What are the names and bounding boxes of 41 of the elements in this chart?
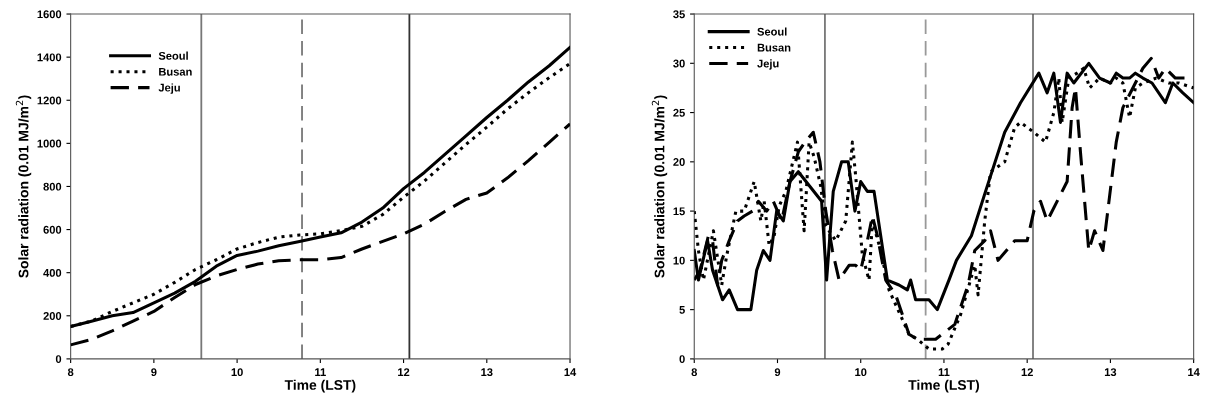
x-axis-title: Time (LST) [908, 379, 980, 393]
y-tick-label: 200 [43, 312, 62, 320]
x-tick-label: 8 [67, 368, 74, 377]
x-tick-label: 13 [1104, 368, 1117, 377]
legend-label: Busan [757, 43, 791, 52]
y-tick-label: 5 [679, 306, 685, 314]
y-tick-label: 0 [679, 355, 685, 364]
y-tick-label: 35 [673, 10, 685, 19]
x-tick-label: 8 [691, 368, 698, 377]
x-tick-label: 12 [1021, 368, 1033, 376]
x-tick-label: 9 [151, 368, 157, 377]
y-tick-label: 20 [673, 158, 685, 166]
x-tick-label: 14 [564, 368, 577, 376]
legend-label: Seoul [158, 51, 188, 60]
x-tick-label: 11 [938, 368, 950, 376]
y-axis-title: Solar radiation (0.01 MJ/m$^{2}$) [651, 95, 668, 278]
y-tick-label: 10 [673, 256, 685, 265]
y-tick-label: 15 [673, 207, 685, 216]
x-tick-label: 10 [231, 368, 243, 377]
y-tick-label: 600 [43, 225, 62, 234]
legend-label: Seoul [757, 27, 787, 36]
y-tick-label: 800 [43, 182, 62, 191]
legend-label: Busan [159, 67, 192, 76]
y-tick-label: 30 [673, 59, 685, 68]
legend-label: Jeju [158, 83, 180, 94]
legend-label: Jeju [757, 59, 779, 70]
y-tick-label: 1400 [37, 53, 62, 62]
y-tick-label: 1600 [37, 10, 62, 19]
x-tick-label: 14 [1188, 368, 1200, 376]
y-tick-label: 1000 [37, 139, 62, 148]
x-tick-label: 10 [855, 368, 867, 377]
y-axis-title: Solar radiation (0.01 MJ/m$^{2}$) [15, 95, 32, 278]
x-tick-label: 11 [315, 368, 326, 376]
y-tick-label: 25 [673, 108, 685, 117]
x-tick-label: 12 [398, 368, 410, 376]
y-tick-label: 0 [55, 355, 62, 364]
x-axis-title: Time (LST) [284, 379, 356, 393]
x-tick-label: 13 [481, 368, 493, 377]
y-tick-label: 1200 [37, 96, 62, 105]
x-tick-label: 9 [774, 368, 781, 377]
y-tick-label: 400 [43, 268, 62, 277]
